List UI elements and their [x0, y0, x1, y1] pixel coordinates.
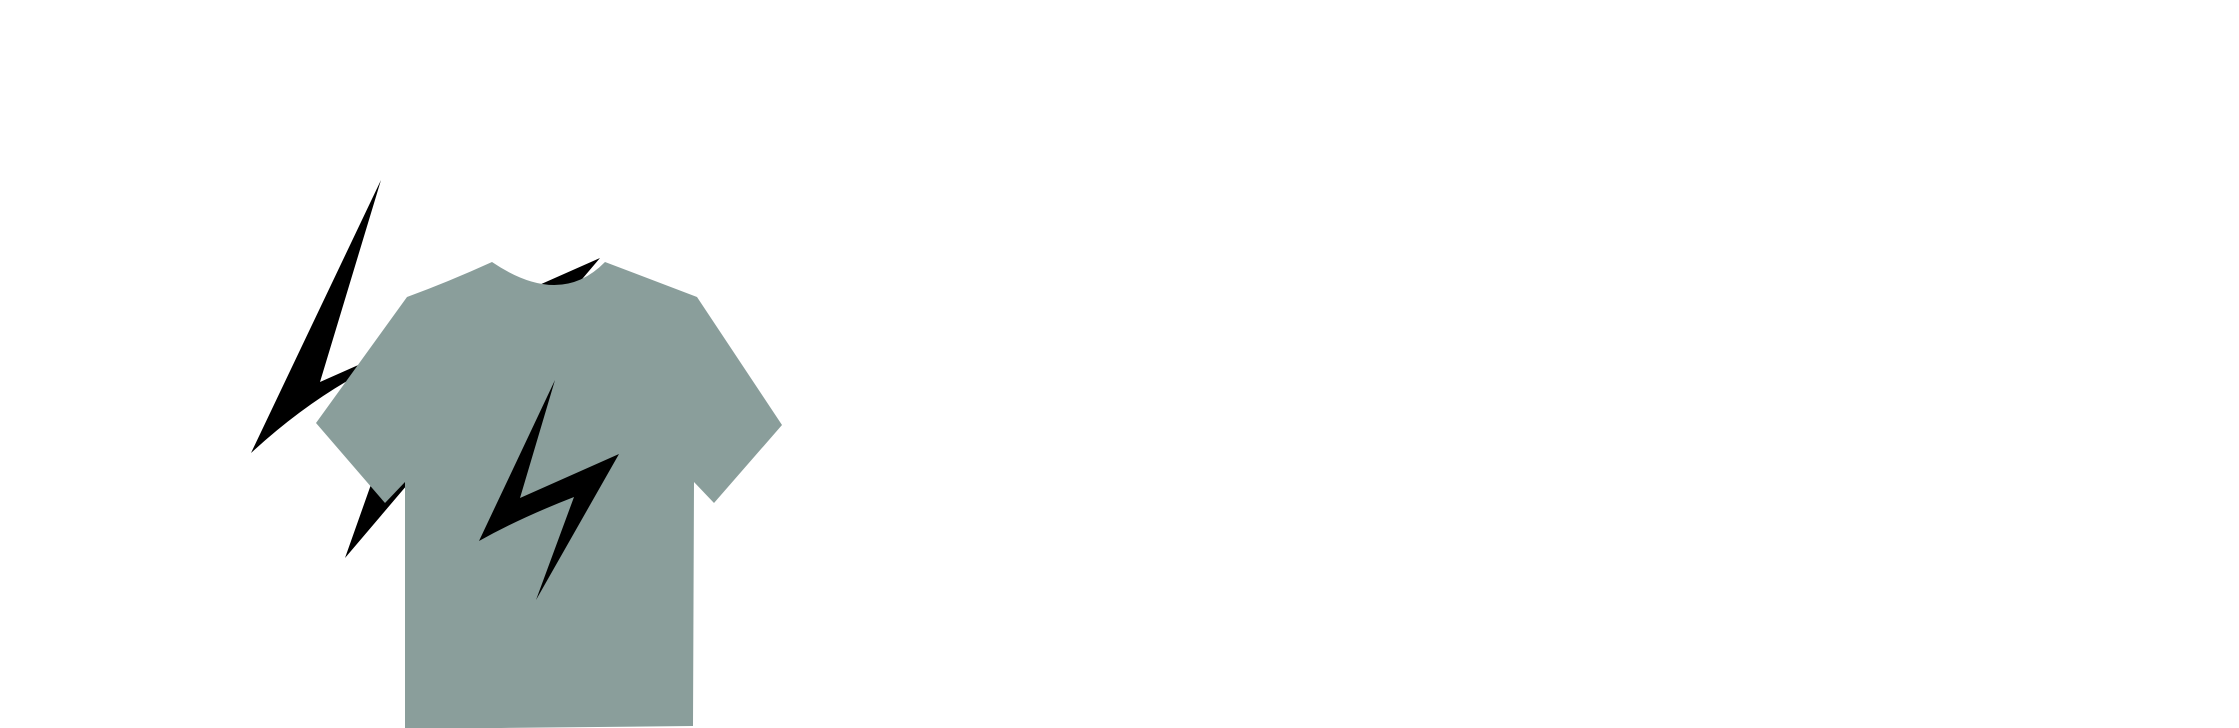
shirt-lightning-bolt-icon [479, 380, 619, 600]
